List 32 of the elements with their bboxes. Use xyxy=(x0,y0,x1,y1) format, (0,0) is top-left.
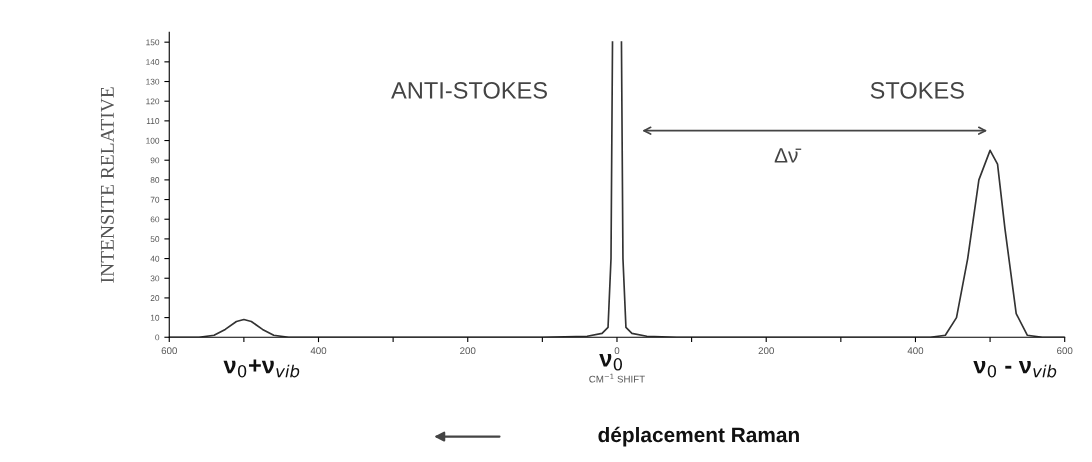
annotation: Δν̄ xyxy=(774,148,802,163)
text: déplacement Raman xyxy=(598,426,799,447)
y-tick-label: 70 xyxy=(150,196,160,203)
y-tick-label: 20 xyxy=(150,295,160,302)
x-tick-label: 600 xyxy=(161,347,177,355)
x-tick-label: 200 xyxy=(460,347,476,355)
y-tick-label: 80 xyxy=(150,177,160,183)
text: ν$_{0}$+ν$_{vib}$ xyxy=(223,359,300,378)
y-tick-label: 50 xyxy=(150,236,160,242)
y-tick-label: 30 xyxy=(150,275,160,282)
y-tick-label: 110 xyxy=(146,118,160,124)
y-tick-label: 90 xyxy=(150,157,160,164)
annotation: ANTI-STOKES xyxy=(391,82,547,99)
y-tick-label: 100 xyxy=(146,137,160,144)
x-tick-label: 200 xyxy=(758,347,774,355)
x-axis-title: CM$^{−1}$ SHIFT xyxy=(589,373,645,383)
y-tick-label: 0 xyxy=(155,334,160,341)
x-tick-label: 400 xyxy=(907,347,924,355)
text: ν$_{0}$ xyxy=(599,353,623,371)
y-tick-label: 130 xyxy=(146,78,160,85)
y-tick-label: 60 xyxy=(150,216,160,223)
x-tick-label: 400 xyxy=(310,347,327,355)
y-tick-label: 40 xyxy=(150,255,160,262)
y-tick-label: 150 xyxy=(146,39,160,46)
x-tick-label: 0 xyxy=(614,347,620,355)
x-tick-label: 600 xyxy=(1057,347,1073,355)
y-tick-label: 120 xyxy=(146,98,160,105)
y-tick-label: 140 xyxy=(146,59,160,65)
text: ν$_{0}$ - ν$_{vib}$ xyxy=(973,360,1057,378)
annotation: STOKES xyxy=(870,82,964,99)
y-axis-title: INTENSITE RELATIVE xyxy=(100,87,115,283)
y-tick-label: 10 xyxy=(150,314,160,321)
